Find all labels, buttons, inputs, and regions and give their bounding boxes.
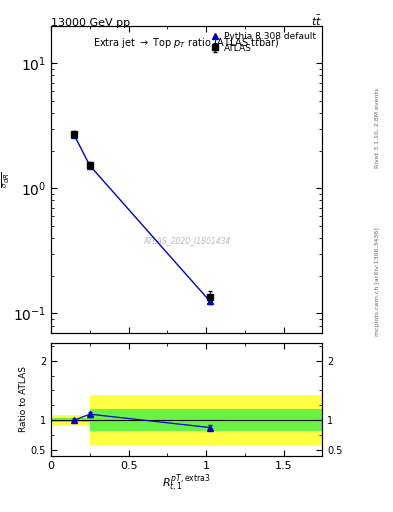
Y-axis label: $\frac{1}{\sigma}\frac{d\sigma}{dR}$: $\frac{1}{\sigma}\frac{d\sigma}{dR}$ (0, 171, 12, 187)
Text: ATLAS_2020_I1801434: ATLAS_2020_I1801434 (143, 236, 230, 245)
Legend: Pythia 8.308 default, ATLAS: Pythia 8.308 default, ATLAS (208, 30, 318, 54)
Text: mcplots.cern.ch [arXiv:1306.3436]: mcplots.cern.ch [arXiv:1306.3436] (375, 227, 380, 336)
Text: t$\bar{t}$: t$\bar{t}$ (311, 14, 322, 28)
Text: 13000 GeV pp: 13000 GeV pp (51, 18, 130, 28)
Text: Rivet 3.1.10, 2.8M events: Rivet 3.1.10, 2.8M events (375, 88, 380, 168)
Pythia 8.308 default (208, 298, 212, 304)
Text: Extra jet $\rightarrow$ Top $p_T$ ratio (ATLAS t$\bar{t}$bar): Extra jet $\rightarrow$ Top $p_T$ ratio … (94, 35, 280, 51)
Pythia 8.308 default (72, 132, 77, 138)
X-axis label: $R_{t,1}^{pT,\mathrm{extra3}}$: $R_{t,1}^{pT,\mathrm{extra3}}$ (162, 473, 211, 496)
Y-axis label: Ratio to ATLAS: Ratio to ATLAS (19, 367, 28, 432)
Line: Pythia 8.308 default: Pythia 8.308 default (71, 132, 213, 305)
Pythia 8.308 default (88, 162, 92, 168)
